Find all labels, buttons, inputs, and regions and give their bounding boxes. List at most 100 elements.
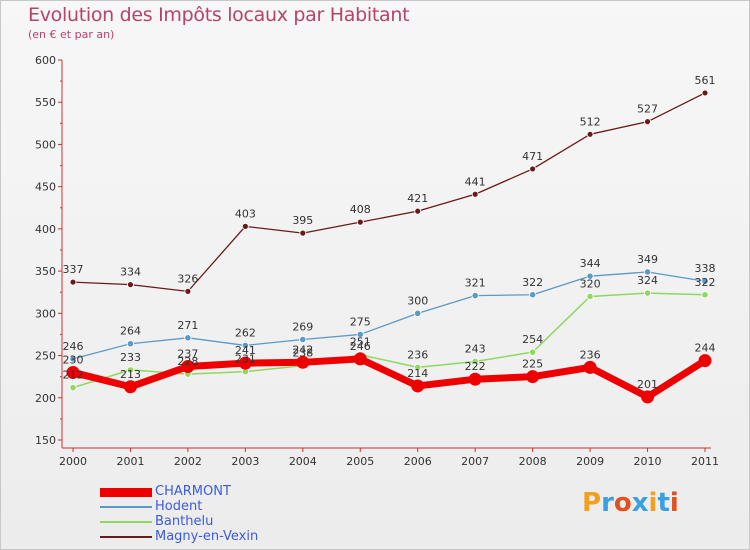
data-point-magny-en-vexin xyxy=(644,118,651,126)
data-point-banthelu xyxy=(69,384,77,392)
logo-letter: o xyxy=(613,488,632,518)
data-point-banthelu xyxy=(126,366,135,374)
data-label-magny-en-vexin: 395 xyxy=(292,214,313,227)
chart-subtitle: (en € et par an) xyxy=(28,28,115,41)
x-tick-label: 2008 xyxy=(519,455,547,468)
data-label-magny-en-vexin: 441 xyxy=(465,175,486,188)
legend-label-banthelu: Banthelu xyxy=(155,514,214,529)
legend-swatch-banthelu xyxy=(100,521,152,523)
data-point-hodent xyxy=(241,341,249,350)
data-point-charmont xyxy=(296,355,310,369)
series-line-hodent xyxy=(72,271,706,360)
data-point-charmont xyxy=(583,360,597,374)
y-tick-label: 200 xyxy=(35,392,56,405)
data-point-hodent xyxy=(356,330,364,339)
x-tick-label: 2009 xyxy=(576,455,604,468)
data-point-hodent xyxy=(471,291,479,300)
data-point-charmont xyxy=(526,370,540,384)
data-label-charmont: 237 xyxy=(177,348,198,361)
data-label-hodent: 275 xyxy=(350,315,371,328)
data-label-hodent: 338 xyxy=(695,262,716,275)
data-label-charmont: 246 xyxy=(350,340,371,353)
data-label-charmont: 225 xyxy=(522,358,543,371)
data-point-hodent xyxy=(69,355,77,363)
data-point-magny-en-vexin xyxy=(299,229,307,237)
data-label-charmont: 236 xyxy=(580,348,601,361)
data-label-charmont: 222 xyxy=(465,360,486,373)
data-label-charmont: 201 xyxy=(637,378,658,391)
logo-letter: r xyxy=(601,488,614,518)
data-point-banthelu xyxy=(529,348,537,356)
data-label-charmont: 242 xyxy=(292,343,313,356)
data-point-charmont xyxy=(698,354,712,368)
data-point-magny-en-vexin xyxy=(356,218,364,226)
data-point-charmont xyxy=(66,365,80,379)
data-label-hodent: 271 xyxy=(177,319,198,332)
y-tick-label: 600 xyxy=(35,54,56,67)
legend-label-magny: Magny-en-Vexin xyxy=(155,529,259,544)
x-tick-label: 2003 xyxy=(231,455,259,468)
data-point-banthelu xyxy=(471,357,479,366)
data-label-banthelu: 324 xyxy=(637,274,658,287)
data-point-hodent xyxy=(184,334,192,342)
series-line-charmont xyxy=(72,355,707,401)
data-point-charmont xyxy=(411,379,425,393)
data-point-banthelu xyxy=(643,289,652,297)
data-point-magny-en-vexin xyxy=(414,207,422,215)
data-label-magny-en-vexin: 471 xyxy=(522,150,543,163)
data-point-magny-en-vexin xyxy=(701,89,709,97)
y-tick-label: 300 xyxy=(35,307,56,320)
data-point-hodent xyxy=(586,272,594,280)
data-point-hodent xyxy=(126,340,135,348)
data-point-hodent xyxy=(701,277,709,285)
data-point-magny-en-vexin xyxy=(127,281,134,289)
data-label-hodent: 322 xyxy=(522,276,543,289)
data-point-hodent xyxy=(643,268,652,276)
y-tick-label: 250 xyxy=(35,350,56,363)
data-label-hodent: 344 xyxy=(580,257,601,270)
logo-letter: x xyxy=(631,488,649,518)
data-label-hodent: 246 xyxy=(63,340,84,353)
proxiti-logo: Proxiti xyxy=(582,488,679,518)
y-tick-label: 350 xyxy=(35,265,56,278)
data-point-magny-en-vexin xyxy=(471,190,479,198)
data-point-banthelu xyxy=(414,363,422,371)
data-label-banthelu: 231 xyxy=(235,353,256,366)
data-point-charmont xyxy=(353,352,367,366)
data-point-charmont xyxy=(123,380,137,394)
y-tick-label: 150 xyxy=(35,434,56,447)
data-label-charmont: 213 xyxy=(120,368,141,381)
data-label-charmont: 244 xyxy=(695,342,716,355)
data-label-banthelu: 251 xyxy=(350,336,371,349)
data-label-banthelu: 243 xyxy=(465,342,486,355)
data-label-magny-en-vexin: 403 xyxy=(235,207,256,220)
data-label-banthelu: 228 xyxy=(177,355,198,368)
logo-letter: i xyxy=(669,488,679,518)
x-tick-label: 2011 xyxy=(691,455,719,468)
y-tick-label: 450 xyxy=(35,181,56,194)
data-label-banthelu: 212 xyxy=(63,369,84,382)
data-point-hodent xyxy=(529,291,537,299)
legend-swatch-hodent xyxy=(100,506,152,508)
legend-swatch-charmont xyxy=(100,488,152,497)
data-label-magny-en-vexin: 527 xyxy=(637,103,658,116)
x-tick-label: 2004 xyxy=(289,455,317,468)
data-point-magny-en-vexin xyxy=(586,130,594,138)
data-label-hodent: 321 xyxy=(465,277,486,290)
data-label-magny-en-vexin: 337 xyxy=(63,263,84,276)
data-point-charmont xyxy=(181,360,195,374)
data-point-banthelu xyxy=(586,292,594,301)
data-label-banthelu: 238 xyxy=(292,347,313,360)
data-label-banthelu: 233 xyxy=(120,351,141,364)
data-point-magny-en-vexin xyxy=(184,287,192,295)
chart-title: Evolution des Impôts locaux par Habitant xyxy=(28,4,410,26)
data-point-banthelu xyxy=(701,291,709,299)
data-label-magny-en-vexin: 512 xyxy=(580,115,601,128)
data-label-magny-en-vexin: 421 xyxy=(407,192,428,205)
x-tick-label: 2001 xyxy=(116,455,144,468)
logo-letter: t xyxy=(657,488,670,518)
data-label-charmont: 241 xyxy=(235,344,256,357)
data-label-banthelu: 254 xyxy=(522,333,543,346)
legend-label-charmont: CHARMONT xyxy=(155,484,231,499)
